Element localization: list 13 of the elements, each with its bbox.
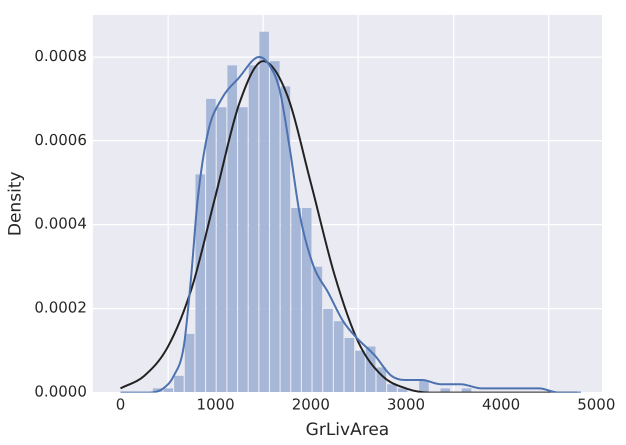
y-tick-label: 0.0008 [34,46,87,65]
x-tick-label: 0 [116,395,126,414]
x-tick-label: 3000 [386,395,426,414]
x-tick-label: 2000 [292,395,330,414]
x-axis-title: GrLivArea [306,420,390,440]
y-tick-label: 0.0000 [34,382,87,400]
x-tick-label: 1000 [196,395,235,414]
x-tick-label: 5000 [577,395,616,414]
y-tick-label: 0.0002 [34,298,87,317]
x-tick-label: 4000 [482,395,520,414]
y-tick-label: 0.0004 [34,214,87,233]
y-tick-label: 0.0006 [34,130,87,149]
y-axis-title: Density [6,171,26,236]
